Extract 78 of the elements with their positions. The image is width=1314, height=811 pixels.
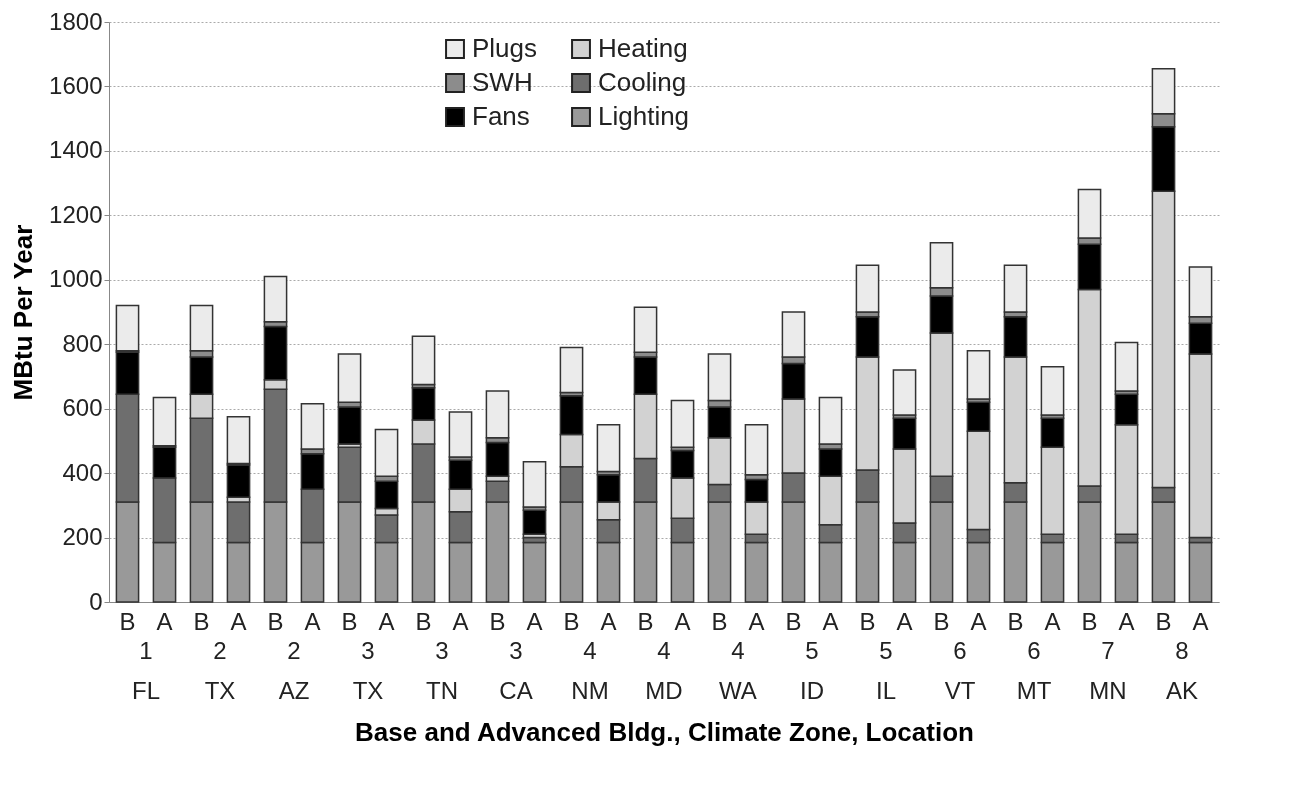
- x-tick-label: B: [341, 607, 358, 635]
- x-tick-label: B: [267, 607, 284, 635]
- text: ID: [800, 677, 824, 704]
- x-tick-label: B: [1155, 607, 1172, 635]
- x-tick-label: A: [970, 607, 987, 635]
- text: CA: [499, 677, 533, 704]
- text: MT: [1016, 677, 1052, 704]
- legend-label: Plugs: [472, 33, 538, 63]
- text: 2: [287, 637, 301, 664]
- x-tick-label: B: [637, 607, 654, 635]
- x-tick-label: B: [1007, 607, 1024, 635]
- x-tick-label: A: [1044, 607, 1061, 635]
- y-tick-label: 1000: [49, 265, 103, 293]
- text: MN: [1089, 677, 1127, 704]
- text: 7: [1101, 637, 1115, 664]
- x-tick-label: B: [859, 607, 876, 635]
- legend-label: Fans: [472, 101, 530, 131]
- y-axis-title: MBtu Per Year: [8, 224, 39, 401]
- x-tick-label: B: [193, 607, 210, 635]
- y-tick-label: 400: [62, 458, 103, 486]
- x-tick-label: A: [822, 607, 839, 635]
- text: NM: [571, 677, 609, 704]
- text: AK: [1165, 677, 1199, 704]
- y-tick-label: 600: [62, 394, 103, 422]
- text: VT: [944, 677, 976, 704]
- text: 5: [879, 637, 893, 664]
- text: 1: [139, 637, 153, 664]
- y-tick-label: 200: [62, 523, 103, 551]
- x-tick-label: A: [230, 607, 247, 635]
- text: 6: [1027, 637, 1041, 664]
- legend-label: SWH: [472, 67, 533, 97]
- x-tick-label: B: [785, 607, 802, 635]
- text: TX: [204, 677, 236, 704]
- x-tick-label: B: [489, 607, 506, 635]
- text: 3: [509, 637, 523, 664]
- y-tick-label: 1400: [49, 136, 103, 164]
- text: 4: [731, 637, 745, 664]
- text: WA: [719, 677, 757, 704]
- y-tick-label: 1800: [49, 7, 103, 35]
- text: TN: [426, 677, 458, 704]
- text: TX: [352, 677, 384, 704]
- x-tick-label: A: [748, 607, 765, 635]
- legend-label: Lighting: [598, 101, 690, 131]
- text: MD: [645, 677, 683, 704]
- x-tick-label: A: [600, 607, 617, 635]
- x-tick-label: A: [526, 607, 543, 635]
- x-tick-label: A: [896, 607, 913, 635]
- x-tick-label: A: [378, 607, 395, 635]
- text: 3: [435, 637, 449, 664]
- x-tick-label: A: [304, 607, 321, 635]
- text: AZ: [278, 677, 310, 704]
- text: 8: [1175, 637, 1189, 664]
- x-tick-label: A: [452, 607, 469, 635]
- legend-label: Cooling: [598, 67, 687, 97]
- x-tick-label: B: [1081, 607, 1098, 635]
- x-tick-label: B: [933, 607, 950, 635]
- text: 4: [657, 637, 671, 664]
- x-tick-label: B: [563, 607, 580, 635]
- text: 6: [953, 637, 967, 664]
- x-tick-label: B: [711, 607, 728, 635]
- y-tick-label: 800: [62, 329, 103, 357]
- text: IL: [875, 677, 897, 704]
- x-tick-label: A: [1118, 607, 1135, 635]
- text: FL: [131, 677, 161, 704]
- x-tick-label: A: [674, 607, 691, 635]
- text: 2: [213, 637, 227, 664]
- y-tick-label: 1600: [49, 71, 103, 99]
- x-axis-title: Base and Advanced Bldg., Climate Zone, Location: [355, 716, 974, 747]
- x-tick-label: B: [119, 607, 136, 635]
- y-tick-label: 0: [89, 587, 103, 615]
- x-tick-label: A: [1192, 607, 1209, 635]
- legend-label: Heating: [598, 33, 688, 63]
- text: 3: [361, 637, 375, 664]
- text: 5: [805, 637, 819, 664]
- x-tick-label: B: [415, 607, 432, 635]
- x-tick-label: A: [156, 607, 173, 635]
- y-tick-label: 1200: [49, 200, 103, 228]
- text: 4: [583, 637, 597, 664]
